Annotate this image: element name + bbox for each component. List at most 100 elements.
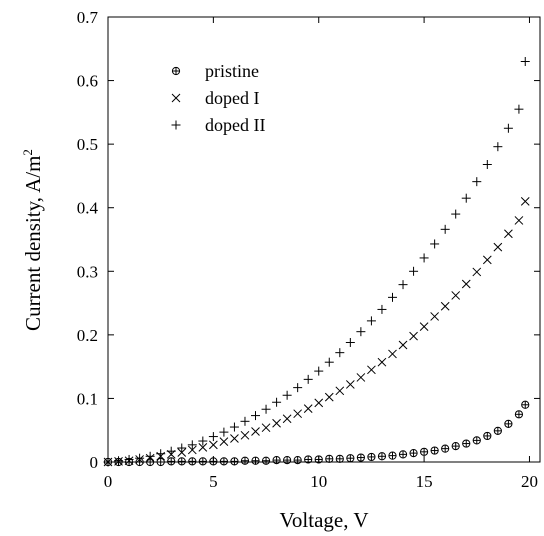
data-point [188,457,197,466]
data-point [135,453,145,463]
y-tick-label: 0.4 [77,199,99,218]
data-point [398,280,408,290]
data-point [377,357,387,367]
data-point [156,457,165,467]
data-point [451,209,461,219]
data-point [440,301,450,311]
data-point [198,443,208,452]
x-tick-label: 20 [521,472,538,491]
data-point [209,440,218,450]
data-point [409,331,418,341]
data-point [208,432,218,442]
data-point [229,422,239,432]
data-point [366,316,376,326]
data-point [345,380,355,389]
data-point [293,383,303,393]
data-point [219,457,229,466]
data-point [356,327,366,337]
data-point [324,357,334,367]
data-point [167,457,176,466]
data-point [272,455,281,465]
data-point [419,322,429,331]
data-point [367,452,376,462]
y-tick-label: 0.5 [77,135,98,154]
data-point [114,456,124,466]
data-point [325,454,334,463]
data-point [156,449,166,459]
data-point [398,340,408,350]
data-point [472,267,482,277]
data-point [293,409,303,419]
legend-marker-pristine [171,66,181,76]
y-tick-label: 0.3 [77,262,98,281]
data-point [335,348,345,358]
data-point [461,279,471,289]
data-point [240,416,250,426]
data-point [377,452,387,461]
data-point [219,427,229,437]
data-point [124,454,134,464]
data-point [461,193,471,203]
plot-frame [107,16,541,463]
data-point [251,427,260,436]
data-point [209,457,218,466]
data-point [520,57,530,66]
legend-label-doped-i: doped I [205,88,259,108]
data-point [283,455,292,465]
data-point [430,312,439,321]
data-point [177,457,186,466]
data-point [261,456,271,465]
x-tick-label: 15 [416,472,433,491]
data-point [198,457,207,466]
y-tick-label: 0.1 [77,389,98,408]
data-point [240,456,250,465]
legend-label-doped-ii: doped II [205,115,265,135]
legend-symbol [171,66,181,76]
x-tick-labels: 0 5 10 15 20 [104,472,538,491]
legend: pristine doped I doped II [171,61,265,135]
data-point [314,398,324,408]
data-point [514,216,524,225]
data-point [261,423,271,433]
data-point [398,450,408,459]
data-point [514,104,524,114]
data-point [483,431,492,441]
data-point [346,454,355,463]
data-point [430,239,440,249]
data-point [293,455,302,465]
data-point [272,397,282,407]
x-tick-label: 10 [310,472,327,491]
series-doped-ii [103,57,530,467]
data-point [514,410,524,419]
data-point [335,454,344,463]
y-axis-title-superscript: 2 [20,149,35,156]
legend-symbol [171,120,181,130]
data-point [356,373,366,382]
y-tick-label: 0.6 [77,72,98,91]
data-point [367,365,376,375]
y-tick-label: 0.2 [77,326,98,345]
data-point [430,446,439,455]
data-point [187,440,197,450]
data-point [335,386,345,396]
data-point [251,456,260,465]
y-tick-label: 0.7 [77,8,99,27]
data-point [451,291,461,300]
data-point [261,404,271,414]
axis-ticks [107,16,540,463]
data-point [356,453,365,462]
data-point [419,447,429,456]
legend-marker-doped-ii [171,120,181,130]
data-point [303,374,313,384]
x-tick-label: 0 [104,472,113,491]
data-point [282,414,292,424]
data-point [504,419,513,428]
data-point [520,197,530,206]
data-point [472,177,482,187]
data-point [493,426,502,435]
series-pristine [103,400,530,467]
data-point [482,255,492,265]
data-point [230,434,239,443]
data-point [504,229,513,239]
